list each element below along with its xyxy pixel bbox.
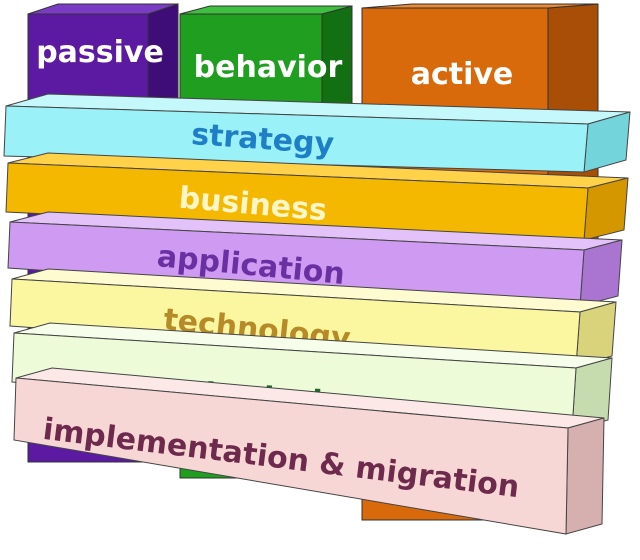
layer-front-face [3,105,589,173]
column-labels-group: passive behavior active [36,35,513,92]
layer-strategy: strategy [3,93,631,173]
layer-side-face [565,417,605,535]
layer-front-face [13,377,569,535]
column-label-passive: passive [36,35,164,70]
layer-business: business [5,152,629,241]
column-top-face [179,5,353,15]
layers-group: strategybusinessapplicationtechnologyphy… [3,93,631,535]
layer-side-face [583,177,629,241]
column-label-active: active [411,57,514,92]
column-label-behavior: behavior [194,50,343,85]
layer-side-face [579,239,623,307]
